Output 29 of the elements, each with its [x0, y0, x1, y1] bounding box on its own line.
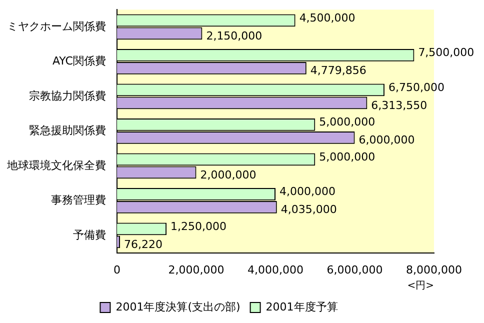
data-label: 4,779,856	[310, 64, 366, 78]
data-label: 4,000,000	[280, 185, 336, 198]
data-label: 5,000,000	[319, 116, 376, 129]
data-label: 6,313,550	[371, 98, 428, 112]
data-label: 4,500,000	[299, 11, 356, 24]
y-tick-label: AYC関係費	[52, 54, 106, 68]
data-label: 5,000,000	[319, 150, 376, 164]
data-label: 1,250,000	[170, 220, 227, 233]
x-tick-label: 4,000,000	[248, 263, 304, 276]
y-tick-label: 地球環境文化保全費	[6, 158, 106, 172]
data-label: 6,750,000	[388, 80, 444, 94]
y-tick-label: 予備費	[73, 228, 106, 242]
y-tick-label: ミヤクホーム関係費	[7, 20, 106, 33]
data-label: 6,000,000	[358, 134, 415, 147]
y-tick-label: 緊急援助関係費	[29, 124, 106, 138]
x-tick-label: 2,000,000	[168, 263, 224, 276]
x-tick-label: 6,000,000	[326, 263, 383, 276]
y-tick-label: 宗教協力関係費	[29, 89, 106, 102]
data-label: 4,035,000	[280, 203, 337, 216]
data-label: 7,500,000	[418, 46, 474, 60]
data-label: 76,220	[124, 238, 163, 251]
x-axis-title: <円>	[407, 280, 434, 292]
legend-label: 2001年度決算(支出の部)	[116, 300, 240, 314]
y-tick-label: 事務管理費	[51, 194, 106, 207]
legend-label: 2001年度予算	[266, 300, 338, 314]
data-label: 2,150,000	[206, 29, 262, 42]
data-label: 2,000,000	[200, 168, 256, 182]
x-tick-label: 8,000,000	[406, 263, 462, 276]
x-tick-label: 0	[114, 263, 120, 276]
